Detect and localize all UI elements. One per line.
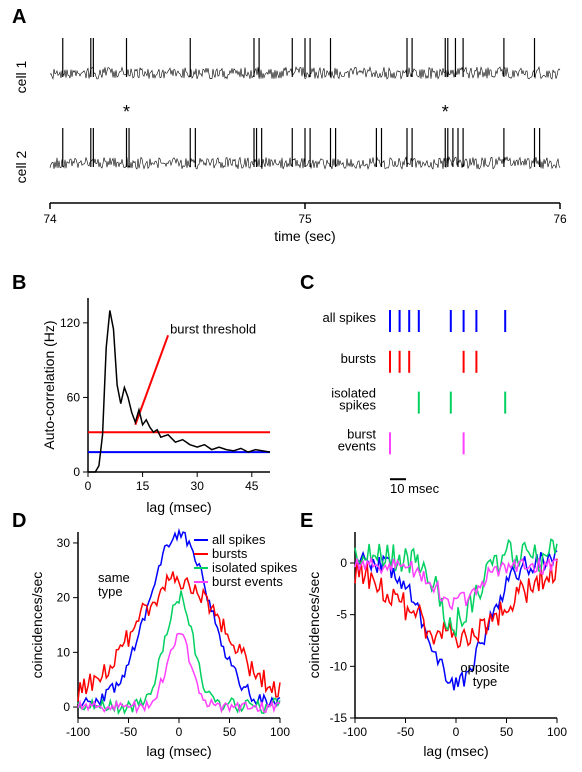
panel-label-d: D <box>12 510 26 533</box>
y-tick-label: -15 <box>330 711 348 725</box>
y-tick-label: 0 <box>73 465 80 479</box>
panel-annotation: type <box>98 584 123 599</box>
panel-label-b: B <box>12 272 26 295</box>
y-axis-label: coincidences/sec <box>29 572 45 679</box>
x-tick-label: 75 <box>298 212 312 226</box>
cc-series <box>78 531 280 707</box>
x-tick-label: 76 <box>553 212 567 226</box>
x-axis-label: lag (msec) <box>146 499 211 515</box>
y-tick-label: 120 <box>60 316 80 330</box>
x-tick-label: 100 <box>547 725 567 739</box>
x-axis-label: lag (msec) <box>423 743 488 759</box>
panel-annotation: same <box>98 570 130 585</box>
raster-row-label: all spikes <box>323 310 377 325</box>
x-tick-label: -50 <box>120 725 138 739</box>
raster-row-label: spikes <box>339 398 376 413</box>
legend-label: bursts <box>212 546 248 561</box>
raster-row-label: bursts <box>341 351 377 366</box>
y-axis-label: coincidences/sec <box>306 572 322 679</box>
cc-series <box>355 539 557 636</box>
panel-annotation: opposite <box>460 660 509 675</box>
figure: { "panels": {"A":"A","B":"B","C":"C","D"… <box>0 0 582 772</box>
annotation-label: burst threshold <box>170 321 256 336</box>
legend-label: burst events <box>212 574 283 589</box>
row-label: cell 2 <box>13 150 29 183</box>
x-tick-label: 100 <box>270 725 290 739</box>
x-tick-label: 0 <box>453 725 460 739</box>
y-tick-label: -10 <box>330 659 348 673</box>
y-tick-label: 20 <box>57 591 71 605</box>
y-axis-label: Auto-correlation (Hz) <box>41 320 57 449</box>
panel-label-a: A <box>12 6 26 29</box>
y-tick-label: -5 <box>336 608 347 622</box>
raster-row-label: events <box>338 438 377 453</box>
x-tick-label: 50 <box>223 725 237 739</box>
asterisk: * <box>123 102 130 122</box>
x-axis-label: lag (msec) <box>146 743 211 759</box>
y-tick-label: 0 <box>63 700 70 714</box>
panel-c: all spikesburstsisolatedspikesburstevent… <box>310 290 570 510</box>
y-tick-label: 30 <box>57 536 71 550</box>
x-tick-label: 50 <box>500 725 514 739</box>
x-tick-label: 74 <box>43 212 57 226</box>
x-tick-label: 0 <box>176 725 183 739</box>
y-tick-label: 10 <box>57 645 71 659</box>
x-tick-label: -50 <box>397 725 415 739</box>
legend-label: all spikes <box>212 532 266 547</box>
x-tick-label: -100 <box>66 725 90 739</box>
row-label: cell 1 <box>13 60 29 93</box>
panel-d: -100 -50 0 50 100 0 10 20 30 lag (msec) coincidenc… <box>28 522 298 772</box>
x-tick-label: -100 <box>343 725 367 739</box>
cc-series <box>355 551 557 691</box>
panel-e: -100-50050100-15-10-50lag (msec)coincide… <box>305 522 575 772</box>
asterisk: * <box>442 102 449 122</box>
annotation-pointer <box>135 335 168 424</box>
legend-label: isolated spikes <box>212 560 298 575</box>
panel-a: cell 1cell 2**747576time (sec) <box>50 18 570 253</box>
x-tick-label: 45 <box>245 479 259 493</box>
panel-b: 0 15 30 45 0 60 120 lag (msec) Auto-correlation … <box>40 288 280 518</box>
y-tick-label: 0 <box>340 556 347 570</box>
x-tick-label: 30 <box>191 479 205 493</box>
y-tick-label: 60 <box>67 390 81 404</box>
x-axis-label: time (sec) <box>274 228 335 244</box>
x-tick-label: 15 <box>136 479 150 493</box>
x-tick-label: 0 <box>85 479 92 493</box>
panel-annotation: type <box>473 674 498 689</box>
scale-bar-label: 10 msec <box>390 481 440 496</box>
